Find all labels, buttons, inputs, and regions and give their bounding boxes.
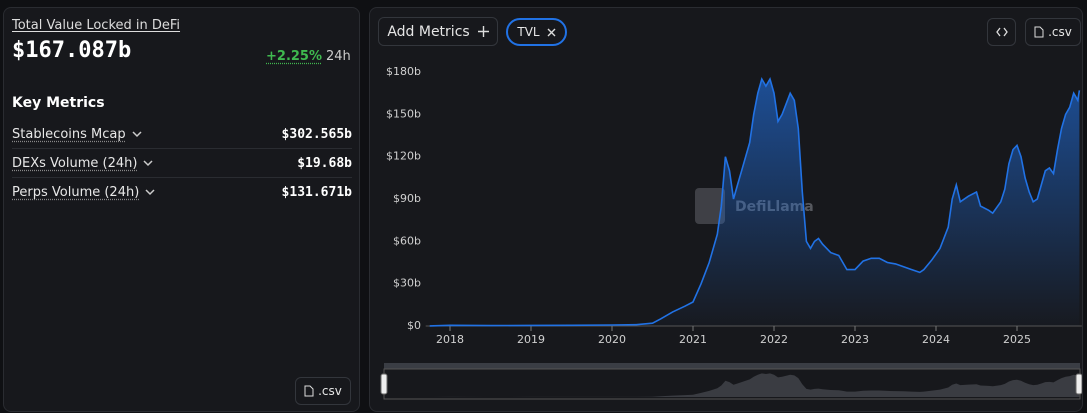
- file-icon: [1034, 26, 1044, 38]
- metric-row[interactable]: DEXs Volume (24h) $19.68b: [12, 149, 352, 178]
- x-tick-label: 2022: [760, 333, 788, 346]
- y-tick-label: $60b: [393, 234, 421, 247]
- metric-label: Stablecoins Mcap: [12, 126, 126, 142]
- metric-value: $131.671b: [281, 184, 352, 200]
- tvl-change: +2.25%: [266, 49, 322, 64]
- plus-icon: [477, 26, 489, 37]
- section-title: Key Metrics: [12, 95, 105, 111]
- line: [429, 77, 1081, 327]
- y-tick-label: $30b: [393, 277, 421, 290]
- y-tick-label: $90b: [393, 192, 421, 205]
- csv-label: .csv: [1048, 25, 1072, 39]
- tvl-tag-label: TVL: [517, 25, 540, 39]
- chevron: [143, 160, 153, 167]
- file-icon: [304, 385, 314, 397]
- area: [429, 79, 1080, 326]
- x-tick-label: 2024: [922, 333, 950, 346]
- close-icon: [547, 28, 556, 36]
- x-tick-label: 2019: [517, 333, 545, 346]
- x-tick-label: 2023: [841, 333, 869, 346]
- tvl-value: $167.087b: [12, 38, 132, 63]
- change-period: 24h: [326, 49, 351, 64]
- metric-value: $19.68b: [297, 155, 352, 171]
- metric-label: DEXs Volume (24h): [12, 155, 138, 171]
- csv-button[interactable]: .csv: [1025, 18, 1081, 46]
- metric-row[interactable]: Perps Volume (24h) $131.671b: [12, 178, 352, 206]
- y-tick-label: $180b: [386, 65, 421, 78]
- panel-title: Total Value Locked in DeFi: [12, 18, 181, 33]
- summary-panel: Total Value Locked in DeFi $167.087b +2.…: [3, 7, 360, 412]
- metric-row[interactable]: Stablecoins Mcap $302.565b: [12, 120, 352, 149]
- add-metrics-button[interactable]: Add Metrics: [378, 17, 498, 46]
- x-tick-label: 2021: [679, 333, 707, 346]
- chevron: [145, 189, 155, 196]
- navigator-bar: [384, 363, 1080, 369]
- metric-value: $302.565b: [281, 126, 352, 142]
- code-icon: [995, 27, 1008, 37]
- csv-button[interactable]: .csv: [295, 377, 351, 405]
- navigator-handle: [380, 373, 388, 395]
- y-tick-label: $150b: [386, 107, 421, 120]
- y-tick-label: $0: [407, 319, 421, 332]
- csv-label: .csv: [318, 384, 342, 398]
- chart: DefiLlama$0$30b$60b$90b$120b$150b$180b20…: [380, 65, 1082, 400]
- add-metrics-label: Add Metrics: [387, 23, 470, 40]
- embed-button[interactable]: [987, 18, 1016, 46]
- chart-panel: DefiLlama$0$30b$60b$90b$120b$150b$180b20…: [369, 7, 1083, 412]
- metric-label: Perps Volume (24h): [12, 184, 140, 200]
- tvl-tag[interactable]: TVL: [506, 18, 567, 46]
- x-tick-label: 2020: [598, 333, 626, 346]
- chevron: [132, 131, 142, 138]
- navigator-area: [429, 373, 1080, 397]
- y-tick-label: $120b: [386, 150, 421, 163]
- x-tick-label: 2025: [1003, 333, 1031, 346]
- watermark-logo: [695, 188, 725, 224]
- x-tick-label: 2018: [436, 333, 464, 346]
- navigator-handle: [1075, 373, 1082, 395]
